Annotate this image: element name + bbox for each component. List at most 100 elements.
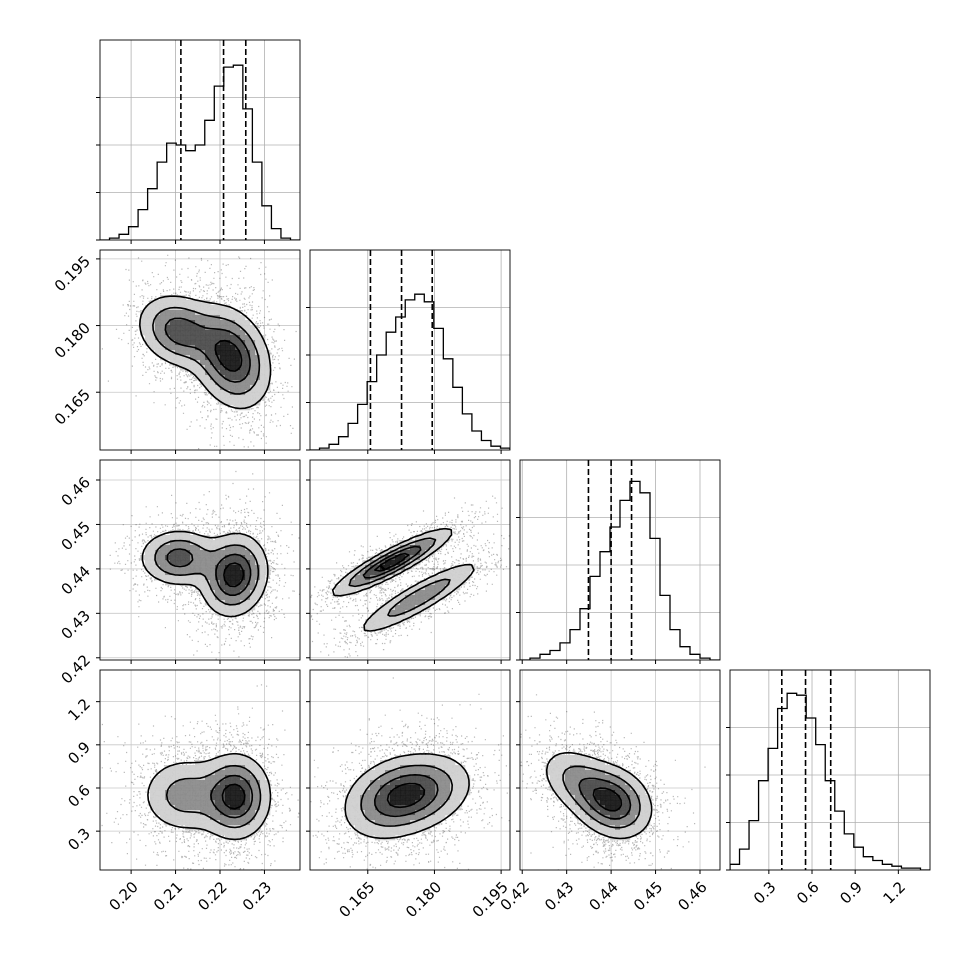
density-cell — [240, 770, 246, 776]
density-cell — [235, 780, 241, 786]
density-cell — [220, 555, 226, 561]
density-cell — [170, 820, 176, 826]
density-cell — [445, 810, 451, 816]
density-cell — [175, 540, 181, 546]
density-cell — [245, 755, 251, 761]
density-cell — [370, 810, 376, 816]
density-cell — [200, 765, 206, 771]
density-cell — [580, 790, 586, 796]
density-cell — [225, 335, 231, 341]
density-cell — [555, 755, 561, 761]
density-cell — [615, 780, 621, 786]
density-cell — [430, 545, 436, 551]
density-cell — [230, 555, 236, 561]
density-cell — [615, 830, 621, 836]
density-cell — [355, 780, 361, 786]
density-cell — [600, 810, 606, 816]
density-cell — [150, 790, 156, 796]
x-tick-label: 0.165 — [335, 878, 378, 921]
density-cell — [445, 770, 451, 776]
density-cell — [610, 830, 616, 836]
density-cell — [445, 780, 451, 786]
density-cell — [245, 790, 251, 796]
density-cell — [165, 315, 171, 321]
density-cell — [250, 800, 256, 806]
density-cell — [185, 820, 191, 826]
density-cell — [235, 380, 241, 386]
density-cell — [240, 315, 246, 321]
density-cell — [160, 800, 166, 806]
density-cell — [230, 770, 236, 776]
density-cell — [605, 785, 611, 791]
density-cell — [230, 580, 236, 586]
density-cell — [210, 805, 216, 811]
x-tick-label: 0.44 — [586, 878, 622, 914]
density-cell — [620, 800, 626, 806]
density-cell — [455, 765, 461, 771]
density-cell — [250, 760, 256, 766]
density-cell — [195, 340, 201, 346]
density-cell — [210, 540, 216, 546]
density-cell — [180, 540, 186, 546]
density-cell — [580, 760, 586, 766]
density-cell — [155, 330, 161, 336]
density-cell — [450, 790, 456, 796]
density-cell — [185, 350, 191, 356]
density-cell — [240, 790, 246, 796]
density-cell — [615, 790, 621, 796]
density-cell — [145, 330, 151, 336]
density-cell — [370, 580, 376, 586]
density-cell — [240, 780, 246, 786]
density-cell — [230, 780, 236, 786]
density-cell — [190, 340, 196, 346]
density-cell — [195, 330, 201, 336]
density-cell — [355, 820, 361, 826]
density-cell — [385, 800, 391, 806]
density-cell — [455, 770, 461, 776]
histogram-line — [730, 692, 930, 870]
density-cell — [200, 570, 206, 576]
density-cell — [230, 350, 236, 356]
density-cell — [395, 545, 401, 551]
density-cell — [200, 330, 206, 336]
density-cell — [340, 580, 346, 586]
x-tick-label: 0.46 — [674, 878, 710, 914]
density-cell — [190, 805, 196, 811]
density-cell — [235, 600, 241, 606]
density-cell — [355, 805, 361, 811]
density-cell — [435, 765, 441, 771]
contour-line — [139, 295, 272, 410]
density-cell — [345, 575, 351, 581]
diag-panel-0 — [96, 39, 301, 244]
density-cell — [575, 775, 581, 781]
density-cell — [220, 560, 226, 566]
density-cell — [230, 385, 236, 391]
density-cell — [435, 575, 441, 581]
density-cell — [610, 775, 616, 781]
density-cell — [205, 765, 211, 771]
density-cell — [260, 815, 266, 821]
density-cell — [255, 770, 261, 776]
scatter-panel-2-3 — [516, 669, 721, 874]
density-cell — [170, 315, 176, 321]
density-cell — [170, 325, 176, 331]
density-cell — [160, 355, 166, 361]
density-cell — [395, 825, 401, 831]
density-cell — [615, 810, 621, 816]
density-cell — [355, 585, 361, 591]
density-cell — [405, 805, 411, 811]
density-cell — [260, 375, 266, 381]
density-cell — [175, 800, 181, 806]
density-cell — [405, 550, 411, 556]
density-cell — [560, 765, 566, 771]
y-tick-label: 0.45 — [58, 518, 94, 554]
density-cell — [415, 795, 421, 801]
density-cell — [160, 560, 166, 566]
density-cell — [435, 760, 441, 766]
density-cell — [265, 800, 271, 806]
density-cell — [635, 820, 641, 826]
density-cell — [420, 580, 426, 586]
density-cell — [640, 810, 646, 816]
density-cell — [620, 820, 626, 826]
density-cell — [200, 375, 206, 381]
